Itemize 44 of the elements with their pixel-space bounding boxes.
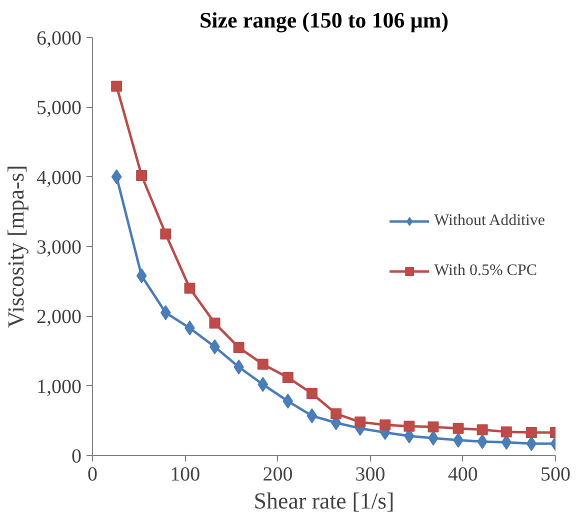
legend-label: With 0.5% CPC (434, 262, 538, 280)
point (160, 305, 171, 320)
point (160, 228, 172, 240)
point (136, 268, 147, 284)
y-tick-label: 5,000 (36, 97, 82, 120)
x-tick-label: 200 (262, 464, 293, 486)
legend-label: Without Additive (434, 212, 545, 230)
point (257, 358, 268, 370)
point (428, 421, 439, 432)
x-tick-label: 500 (540, 464, 570, 486)
point (476, 424, 488, 436)
point (404, 420, 415, 432)
point (209, 318, 220, 329)
point (282, 394, 294, 409)
chart-title: Size range (150 to 106 µm) (199, 8, 449, 32)
y-axis-title: Viscosity [mpa-s] (4, 165, 28, 328)
point (306, 408, 318, 424)
point (111, 80, 122, 92)
x-tick-label: 400 (448, 464, 478, 486)
point (306, 388, 318, 399)
point (477, 434, 488, 450)
x-tick-label: 0 (88, 464, 98, 486)
y-tick-label: 2,000 (36, 306, 82, 328)
y-tick-label: 3,000 (36, 236, 82, 258)
x-tick-label: 300 (355, 464, 386, 486)
x-axis-title: Shear rate [1/s] (254, 488, 394, 514)
point (380, 419, 391, 430)
point (184, 282, 196, 294)
point (452, 422, 464, 434)
point (330, 408, 342, 420)
y-tick-label: 0 (72, 446, 82, 468)
y-tick-label: 6,000 (36, 28, 82, 50)
point (233, 342, 244, 354)
x-tick-label: 100 (170, 464, 200, 486)
y-tick-label: 1,000 (36, 376, 82, 398)
point (526, 436, 537, 452)
point (500, 426, 512, 438)
point (136, 170, 148, 181)
point (111, 169, 122, 184)
point (526, 427, 537, 438)
point (282, 372, 294, 383)
point (258, 376, 268, 392)
y-tick-label: 4,000 (36, 166, 82, 189)
point (354, 416, 366, 428)
